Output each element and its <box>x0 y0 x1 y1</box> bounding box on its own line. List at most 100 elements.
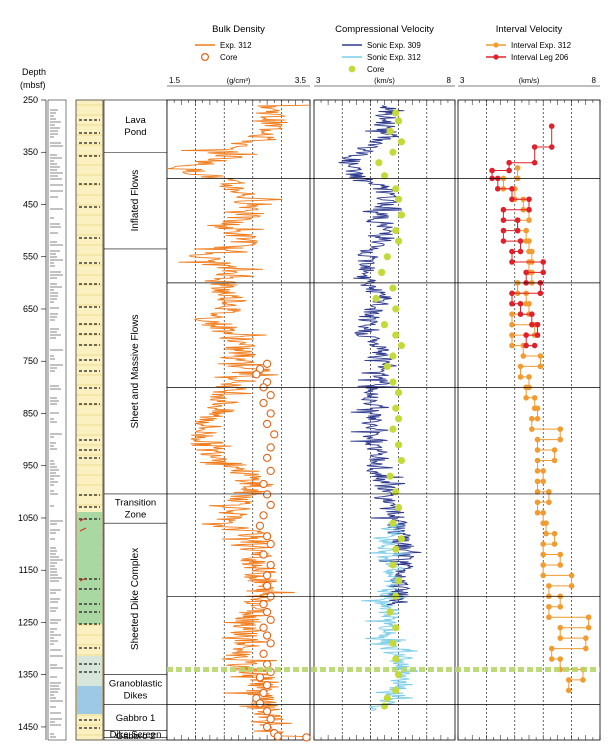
core-velocity-point <box>386 472 394 480</box>
lithology-green-zone <box>77 512 102 624</box>
depth-tick-label: 1050 <box>18 513 38 523</box>
interval-velocity-point <box>548 123 555 129</box>
core-density-point <box>266 615 275 624</box>
interval-velocity-point <box>523 342 529 349</box>
depth-tick-label: 650 <box>23 304 38 314</box>
core-velocity-point <box>397 535 406 543</box>
interval-velocity-point <box>529 415 535 422</box>
lithology-gray-zone <box>77 656 102 686</box>
interval-velocity-point <box>517 374 524 380</box>
interval-velocity-point <box>534 436 541 443</box>
interval-velocity-point <box>543 520 549 526</box>
interval-velocity-point <box>500 217 507 223</box>
interval-velocity-point <box>523 269 529 276</box>
core-velocity-point <box>389 639 397 647</box>
interval-velocity-point <box>534 457 541 464</box>
core-velocity-point <box>386 127 394 135</box>
interval-velocity-point <box>509 196 515 203</box>
panel-frame <box>313 99 456 741</box>
interval-velocity-point <box>540 572 546 579</box>
lithology-vein <box>79 517 87 522</box>
core-velocity-point <box>378 268 386 277</box>
interval-velocity-point <box>509 311 515 318</box>
unit-label: Sheeted Dike Complex <box>130 548 141 650</box>
core-density-point <box>266 714 275 724</box>
core-density-point <box>266 443 275 452</box>
core-velocity-point <box>395 503 403 512</box>
depth-tick-label: 1350 <box>18 670 38 680</box>
core-velocity-point <box>395 237 403 245</box>
unit-label: Dike Screen <box>110 729 162 740</box>
x-tick-label: 1.5 <box>169 76 181 85</box>
core-density-point <box>255 521 265 530</box>
interval-velocity-point <box>534 509 541 516</box>
depth-tick-label: 850 <box>23 408 38 418</box>
core-velocity-point <box>392 404 400 412</box>
core-density-point <box>262 581 272 591</box>
core-velocity-point <box>389 352 397 360</box>
core-velocity-point <box>389 425 397 433</box>
interval-velocity-point <box>509 321 515 328</box>
core-density-point <box>262 453 272 463</box>
interval-velocity-point <box>514 217 521 223</box>
core-density-point <box>259 649 268 658</box>
interval-velocity-point <box>540 269 546 276</box>
interval-velocity-point <box>526 300 532 307</box>
lithology-blue-zone <box>77 686 102 714</box>
interval-velocity-point <box>494 186 501 192</box>
interval-velocity-point <box>526 196 532 203</box>
interval-velocity-point <box>546 489 552 495</box>
interval-velocity-point <box>540 541 546 547</box>
interval-velocity-point <box>568 583 575 589</box>
interval-velocity-point <box>509 342 515 349</box>
depth-tick-label: 1150 <box>19 565 38 575</box>
core-density-point <box>262 631 272 640</box>
interval-velocity-point <box>546 614 552 621</box>
core-density-point <box>262 571 272 580</box>
core-velocity-point <box>386 608 394 616</box>
core-velocity-point <box>392 227 400 235</box>
interval-velocity-point <box>517 238 524 244</box>
x-tick-label: 8 <box>447 76 452 85</box>
panel-title: Compressional Velocity <box>335 24 434 35</box>
depth-tick-label: 1250 <box>18 617 38 627</box>
interval-velocity-point <box>580 677 586 683</box>
interval-velocity-point <box>500 206 507 213</box>
interval-velocity-point <box>565 677 572 683</box>
interval-velocity-point <box>557 656 564 662</box>
core-velocity-point <box>380 702 389 710</box>
interval-velocity-point <box>557 436 564 443</box>
lithology-vein <box>79 527 87 532</box>
core-velocity-point <box>392 331 400 339</box>
core-velocity-point <box>392 624 400 632</box>
core-density-point <box>262 532 272 541</box>
interval-velocity-point <box>548 144 555 150</box>
interval-velocity-point <box>523 332 529 338</box>
lithology-vein <box>79 577 87 582</box>
interval-velocity-point <box>500 238 507 244</box>
panel-title: Bulk Density <box>212 24 265 35</box>
core-density-point <box>259 623 268 632</box>
core-velocity-point <box>395 388 403 397</box>
interval-velocity-point <box>506 159 512 166</box>
interval-velocity-point <box>529 321 535 328</box>
core-density-point <box>266 500 275 510</box>
depth-tick-label: 1450 <box>18 722 38 732</box>
unit-label: Gabbro 1 <box>116 713 156 724</box>
x-tick-label: 3 <box>316 76 321 85</box>
depth-tick-label: 450 <box>23 199 38 209</box>
interval-velocity-point <box>585 624 592 631</box>
interval-velocity-point <box>557 635 564 641</box>
core-velocity-point <box>395 415 403 423</box>
interval-velocity-point <box>534 499 541 506</box>
panel-unit: (km/s) <box>374 76 395 85</box>
interval-velocity-point <box>520 353 527 359</box>
core-density-point <box>262 660 272 669</box>
interval-velocity-point <box>523 394 529 401</box>
core-density-point <box>266 466 275 476</box>
interval-velocity-point <box>551 530 558 537</box>
interval-velocity-point <box>531 394 538 401</box>
interval-velocity-point <box>509 248 515 255</box>
core-velocity-point <box>375 159 383 167</box>
core-density-point <box>266 539 275 549</box>
